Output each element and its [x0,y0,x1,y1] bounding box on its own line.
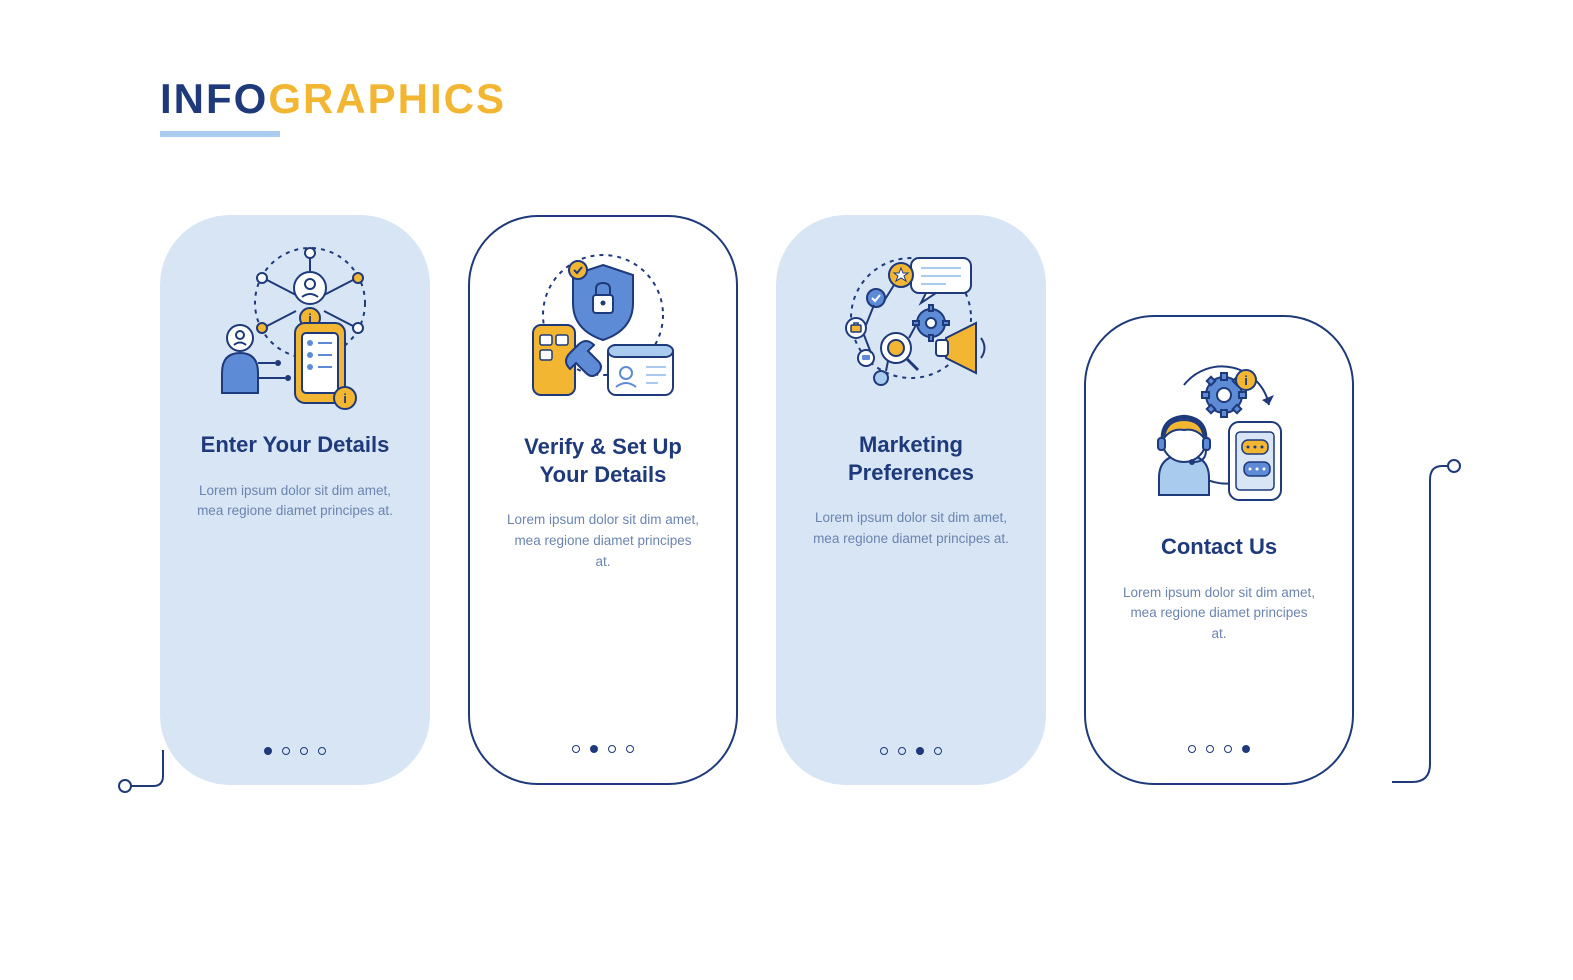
title-part-1: INFO [160,75,268,122]
dot [300,747,308,755]
dot [1224,745,1232,753]
dot [1242,745,1250,753]
svg-text:i: i [343,391,347,406]
step-dots [264,722,326,755]
dot [1206,745,1214,753]
dot [626,745,634,753]
card-title: Enter Your Details [191,431,400,459]
step-dots [1188,720,1250,753]
support-icon: i [1119,345,1319,515]
card-enter-details: i [160,215,430,785]
card-title: Marketing Preferences [794,431,1028,486]
dot [1188,745,1196,753]
svg-text:i: i [1244,373,1248,388]
card-desc: Lorem ipsum dolor sit dim amet, mea regi… [1104,583,1334,646]
card-desc: Lorem ipsum dolor sit dim amet, mea regi… [488,510,718,573]
step-dots [880,722,942,755]
dot [572,745,580,753]
cards-row: i [160,215,1354,785]
step-dots [572,720,634,753]
header-underline [160,131,280,137]
dot [282,747,290,755]
dot [934,747,942,755]
card-title: Verify & Set Up Your Details [488,433,718,488]
card-title: Contact Us [1151,533,1287,561]
card-contact-us: i Contact Us Lorem [1084,315,1354,785]
header: INFOGRAPHICS [160,75,506,137]
network-profile-icon: i [195,243,395,413]
marketing-icon [811,243,1011,413]
title-part-2: GRAPHICS [268,75,506,122]
dot [318,747,326,755]
dot [608,745,616,753]
card-marketing-prefs: Marketing Preferences Lorem ipsum dolor … [776,215,1046,785]
card-desc: Lorem ipsum dolor sit dim amet, mea regi… [178,481,412,523]
dot [916,747,924,755]
dot [898,747,906,755]
security-setup-icon [503,245,703,415]
dot [590,745,598,753]
header-title: INFOGRAPHICS [160,75,506,123]
connector-end [1392,460,1462,800]
card-desc: Lorem ipsum dolor sit dim amet, mea regi… [794,508,1028,550]
dot [264,747,272,755]
card-verify-setup: Verify & Set Up Your Details Lorem ipsum… [468,215,738,785]
dot [880,747,888,755]
